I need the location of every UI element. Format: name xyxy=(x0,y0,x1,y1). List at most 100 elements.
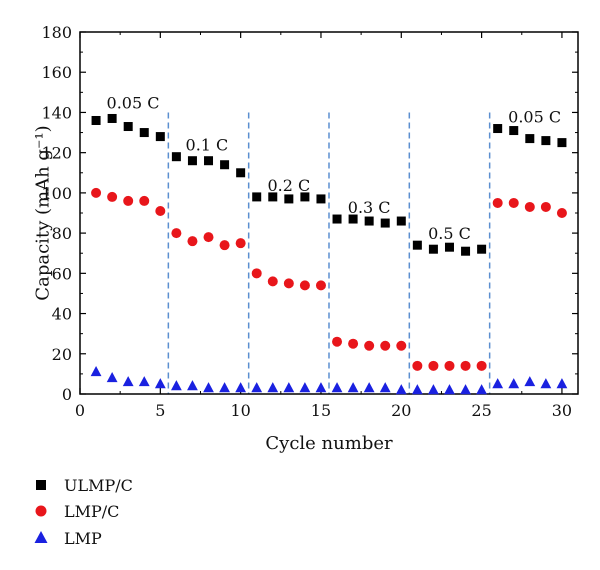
data-point-circle xyxy=(524,201,535,212)
data-point-triangle xyxy=(331,382,343,393)
y-tick-label: 40 xyxy=(52,305,72,324)
legend-label: ULMP/C xyxy=(64,476,133,495)
data-point-square xyxy=(364,216,374,226)
data-point-circle xyxy=(396,340,407,351)
data-point-square xyxy=(541,136,551,146)
data-point-square xyxy=(187,156,197,166)
y-tick-label: 60 xyxy=(52,264,72,283)
data-point-circle xyxy=(219,240,230,251)
data-point-triangle xyxy=(540,378,552,389)
data-point-square xyxy=(380,218,390,228)
data-point-circle xyxy=(332,336,343,347)
data-point-triangle xyxy=(90,366,102,377)
data-point-triangle xyxy=(379,382,391,393)
legend: ULMP/C LMP/C LMP xyxy=(34,476,133,548)
y-tick-label: 180 xyxy=(41,23,72,42)
y-tick-label: 160 xyxy=(41,63,72,82)
legend-item-ulmp-c: ULMP/C xyxy=(36,476,133,495)
x-tick-label: 0 xyxy=(75,401,85,420)
legend-triangle-icon xyxy=(34,531,48,543)
data-point-square xyxy=(268,192,278,202)
data-point-square xyxy=(171,152,181,162)
data-point-triangle xyxy=(122,376,134,387)
data-point-circle xyxy=(267,276,278,287)
legend-label: LMP xyxy=(64,529,102,548)
data-point-triangle xyxy=(235,382,247,393)
data-point-circle xyxy=(364,340,375,351)
data-point-square xyxy=(461,246,471,256)
data-point-circle xyxy=(171,228,182,239)
data-point-circle xyxy=(315,280,326,291)
data-point-square xyxy=(493,124,503,134)
y-tick-label: 0 xyxy=(62,385,72,404)
y-axis-title: Capacity (mAh g⁻¹) xyxy=(32,125,53,300)
data-point-triangle xyxy=(299,382,311,393)
data-point-circle xyxy=(203,232,214,243)
legend-item-lmp-c: LMP/C xyxy=(35,502,119,521)
data-point-square xyxy=(155,132,165,142)
data-point-circle xyxy=(460,360,471,371)
data-point-triangle xyxy=(556,378,568,389)
data-point-square xyxy=(204,156,214,166)
data-point-circle xyxy=(492,197,503,208)
x-tick-label: 20 xyxy=(391,401,411,420)
data-point-square xyxy=(284,194,294,204)
data-point-triangle xyxy=(283,382,295,393)
rate-label: 0.05 C xyxy=(508,108,561,127)
axis-ticks: 0 5 10 15 20 25 30 0 20 40 60 80 100 120 140 160 180 xyxy=(41,23,578,420)
data-point-square xyxy=(300,192,310,202)
legend-circle-icon xyxy=(35,505,47,517)
data-point-triangle xyxy=(524,376,536,387)
x-axis-title: Cycle number xyxy=(265,433,393,454)
data-point-triangle xyxy=(315,382,327,393)
data-point-square xyxy=(220,160,230,170)
data-point-circle xyxy=(428,360,439,371)
data-point-circle xyxy=(123,195,134,206)
data-point-circle xyxy=(540,201,551,212)
rate-label: 0.05 C xyxy=(107,93,160,112)
data-point-square xyxy=(396,216,406,226)
legend-item-lmp: LMP xyxy=(34,529,102,548)
data-point-circle xyxy=(155,205,166,216)
data-point-triangle xyxy=(363,382,375,393)
data-point-square xyxy=(236,168,246,178)
x-tick-label: 30 xyxy=(552,401,572,420)
data-point-square xyxy=(428,244,438,254)
data-point-triangle xyxy=(492,378,504,389)
data-point-triangle xyxy=(395,384,407,395)
data-point-circle xyxy=(107,191,118,202)
data-point-triangle xyxy=(428,384,439,395)
data-point-circle xyxy=(139,195,150,206)
rate-annotations: 0.05 C 0.1 C 0.2 C 0.3 C 0.5 C 0.05 C xyxy=(107,93,562,243)
x-tick-label: 5 xyxy=(155,401,165,420)
data-point-circle xyxy=(380,340,391,351)
data-point-triangle xyxy=(106,372,118,383)
data-point-triangle xyxy=(460,384,471,395)
data-point-square xyxy=(444,242,454,252)
data-point-triangle xyxy=(187,380,198,391)
y-tick-label: 140 xyxy=(41,103,72,122)
y-tick-label: 100 xyxy=(41,184,72,203)
data-point-triangle xyxy=(476,384,488,395)
y-tick-label: 20 xyxy=(52,345,72,364)
data-point-square xyxy=(123,122,133,132)
data-point-triangle xyxy=(267,382,279,393)
data-point-triangle xyxy=(251,382,263,393)
legend-square-icon xyxy=(36,480,46,490)
data-point-square xyxy=(509,126,519,136)
x-tick-label: 10 xyxy=(230,401,250,420)
rate-label: 0.2 C xyxy=(267,176,310,195)
data-point-circle xyxy=(412,360,423,371)
data-point-triangle xyxy=(138,376,150,387)
data-point-square xyxy=(332,214,342,224)
data-point-triangle xyxy=(219,382,230,393)
data-point-square xyxy=(91,115,101,125)
data-point-triangle xyxy=(154,378,166,389)
data-point-circle xyxy=(299,280,310,291)
data-point-square xyxy=(107,113,117,123)
rate-label: 0.1 C xyxy=(186,136,229,155)
data-point-square xyxy=(252,192,262,202)
x-tick-label: 15 xyxy=(311,401,331,420)
data-point-square xyxy=(139,128,149,138)
